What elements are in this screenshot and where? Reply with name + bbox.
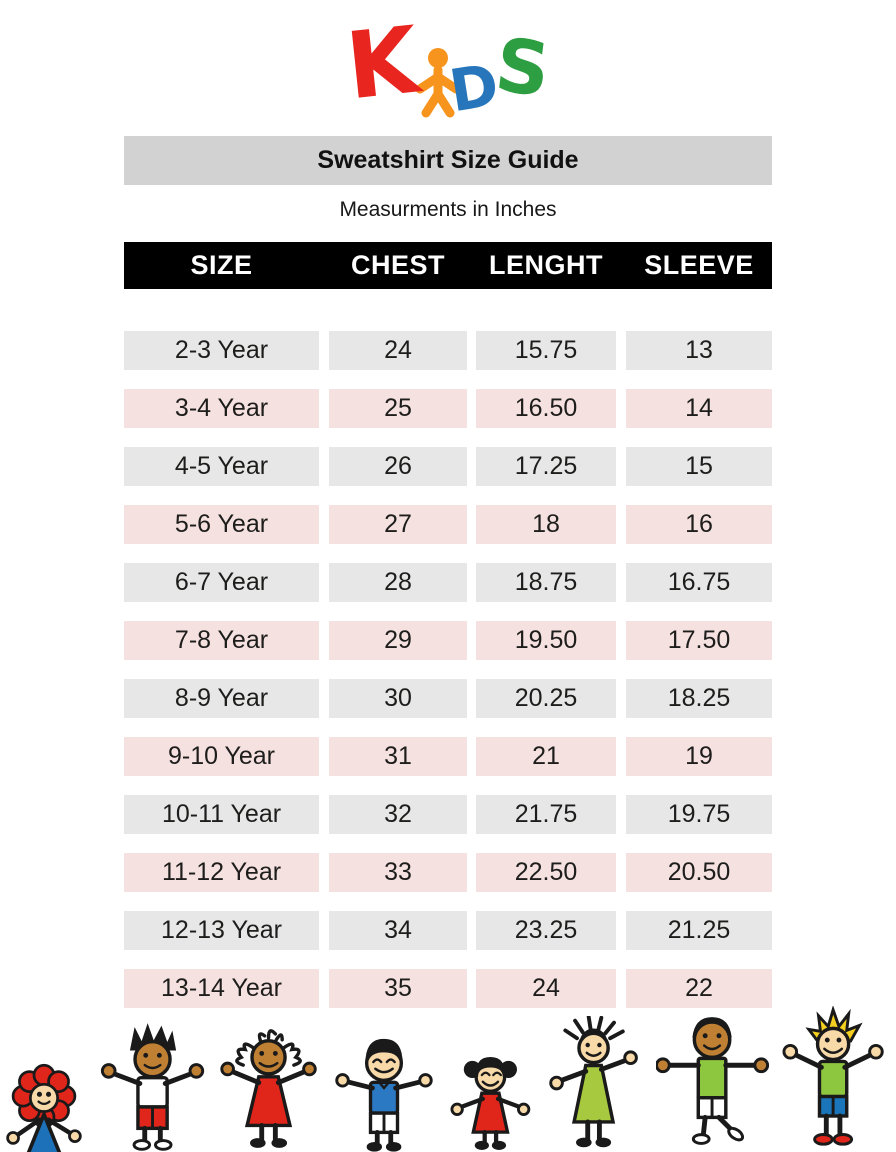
table-row: 2-3 Year 24 15.75 13 — [124, 331, 772, 370]
header-size: SIZE — [190, 250, 253, 280]
table-row: 8-9 Year 30 20.25 18.25 — [124, 679, 772, 718]
size-cell: 9-10 Year — [124, 737, 319, 776]
sleeve-cell: 16 — [626, 505, 772, 544]
size-cell: 10-11 Year — [124, 795, 319, 834]
size-cell: 8-9 Year — [124, 679, 319, 718]
boy-green-tank-icon — [656, 1017, 770, 1145]
table-row: 13-14 Year 35 24 22 — [124, 969, 772, 1008]
chest-cell: 29 — [329, 621, 467, 660]
table-row: 3-4 Year 25 16.50 14 — [124, 389, 772, 428]
table-row: 10-11 Year 32 21.75 19.75 — [124, 795, 772, 834]
subtitle: Measurments in Inches — [339, 198, 557, 221]
chest-cell: 32 — [329, 795, 467, 834]
header-sleeve: SLEEVE — [644, 250, 754, 280]
size-table-body: 2-3 Year 24 15.75 13 3-4 Year 25 16.50 1… — [124, 331, 772, 1027]
table-row: 5-6 Year 27 18 16 — [124, 505, 772, 544]
sleeve-cell: 16.75 — [626, 563, 772, 602]
size-cell: 6-7 Year — [124, 563, 319, 602]
sleeve-cell: 19.75 — [626, 795, 772, 834]
size-cell: 7-8 Year — [124, 621, 319, 660]
kids-logo: K D S — [0, 6, 896, 131]
chest-cell: 24 — [329, 331, 467, 370]
sleeve-cell: 19 — [626, 737, 772, 776]
chest-cell: 30 — [329, 679, 467, 718]
girl-red-flower-hair-icon — [6, 1063, 82, 1152]
length-cell: 20.25 — [476, 679, 616, 718]
chest-cell: 25 — [329, 389, 467, 428]
sleeve-cell: 18.25 — [626, 679, 772, 718]
table-row: 7-8 Year 29 19.50 17.50 — [124, 621, 772, 660]
length-cell: 18 — [476, 505, 616, 544]
boy-blond-green-shirt-icon — [782, 1006, 884, 1146]
size-cell: 3-4 Year — [124, 389, 319, 428]
sleeve-cell: 20.50 — [626, 853, 772, 892]
chest-cell: 33 — [329, 853, 467, 892]
table-row: 12-13 Year 34 23.25 21.25 — [124, 911, 772, 950]
size-cell: 4-5 Year — [124, 447, 319, 486]
chest-cell: 28 — [329, 563, 467, 602]
chest-cell: 26 — [329, 447, 467, 486]
length-cell: 21 — [476, 737, 616, 776]
length-cell: 24 — [476, 969, 616, 1008]
chest-cell: 27 — [329, 505, 467, 544]
table-row: 4-5 Year 26 17.25 15 — [124, 447, 772, 486]
sleeve-cell: 15 — [626, 447, 772, 486]
length-cell: 22.50 — [476, 853, 616, 892]
table-row: 6-7 Year 28 18.75 16.75 — [124, 563, 772, 602]
size-cell: 12-13 Year — [124, 911, 319, 950]
chest-cell: 35 — [329, 969, 467, 1008]
size-cell: 5-6 Year — [124, 505, 319, 544]
length-cell: 15.75 — [476, 331, 616, 370]
cartoon-children-illustration — [0, 1002, 896, 1152]
sleeve-cell: 14 — [626, 389, 772, 428]
logo-letter-s: S — [491, 22, 555, 114]
length-cell: 16.50 — [476, 389, 616, 428]
length-cell: 18.75 — [476, 563, 616, 602]
sleeve-cell: 22 — [626, 969, 772, 1008]
sleeve-cell: 13 — [626, 331, 772, 370]
header-length: LENGHT — [489, 250, 603, 280]
size-cell: 13-14 Year — [124, 969, 319, 1008]
length-cell: 21.75 — [476, 795, 616, 834]
title-banner: Sweatshirt Size Guide — [124, 136, 772, 185]
header-chest: CHEST — [350, 250, 445, 280]
boy-spiky-hair-white-shirt-icon — [100, 1023, 205, 1151]
size-cell: 11-12 Year — [124, 853, 319, 892]
sleeve-cell: 17.50 — [626, 621, 772, 660]
girl-pigtails-red-dress-icon — [220, 1029, 317, 1148]
size-cell: 2-3 Year — [124, 331, 319, 370]
length-cell: 19.50 — [476, 621, 616, 660]
child-figure-icon — [415, 48, 461, 118]
length-cell: 17.25 — [476, 447, 616, 486]
boy-bob-hair-blue-shirt-icon — [334, 1038, 433, 1152]
length-cell: 23.25 — [476, 911, 616, 950]
girl-pigtails-small-icon — [450, 1057, 531, 1150]
table-header-row: SIZE CHEST LENGHT SLEEVE — [124, 242, 772, 289]
table-row: 11-12 Year 33 22.50 20.50 — [124, 853, 772, 892]
chest-cell: 34 — [329, 911, 467, 950]
sleeve-cell: 21.25 — [626, 911, 772, 950]
table-row: 9-10 Year 31 21 19 — [124, 737, 772, 776]
chest-cell: 31 — [329, 737, 467, 776]
girl-spiky-hair-green-dress-icon — [549, 1016, 639, 1148]
logo-letter-k: K — [341, 6, 424, 121]
